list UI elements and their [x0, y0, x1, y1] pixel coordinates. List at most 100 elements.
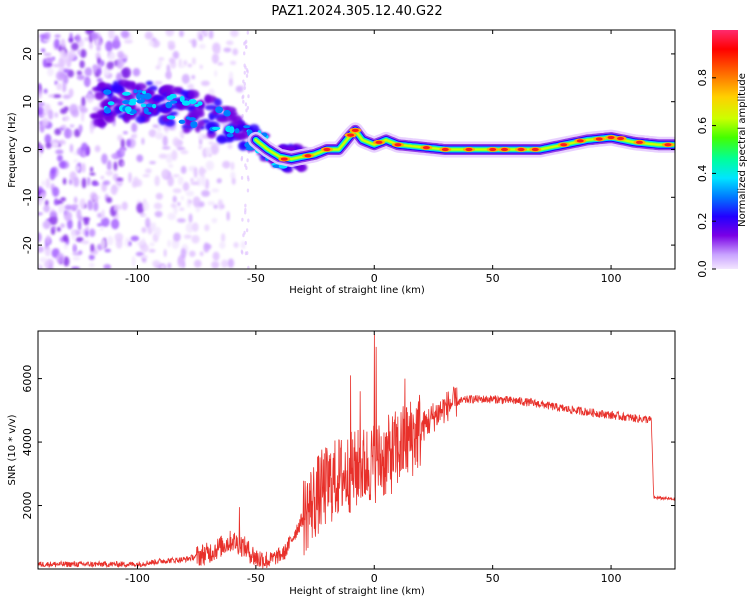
spectrogram-noise-blob: [201, 189, 211, 197]
spectrogram-noise-blob: [245, 45, 248, 50]
spectrogram-noise-blob: [199, 64, 203, 69]
spectrogram-noise-blob: [62, 177, 67, 185]
spectrogram-noise-blob: [83, 218, 90, 226]
spectrogram-noise-blob: [108, 30, 115, 40]
spectrogram-signal-core: [179, 95, 185, 103]
spectrogram-noise-blob: [72, 243, 77, 254]
spectrogram-noise-blob: [183, 234, 192, 239]
spectrogram-noise-blob: [227, 143, 233, 150]
spectrogram-noise-blob: [64, 204, 73, 211]
spectrogram-noise-blob: [120, 148, 125, 156]
spectrogram-noise-blob: [246, 188, 250, 193]
spectrogram-noise-blob: [117, 50, 124, 59]
spectrogram-noise-blob: [38, 89, 42, 99]
spectrogram-noise-blob: [85, 150, 89, 156]
spectrogram-noise-blob: [68, 37, 74, 43]
y-tick-label: 10: [21, 95, 34, 109]
spectrogram-signal-core: [133, 89, 138, 94]
spectrogram-noise-blob: [49, 211, 58, 218]
spectrogram-signal-core: [122, 99, 131, 105]
spectrogram-noise-blob: [66, 218, 73, 230]
spectrogram-noise-blob: [97, 57, 101, 64]
spectrogram-signal-blob: [192, 107, 204, 115]
spectrogram-noise-blob: [88, 262, 95, 268]
spectrogram-signal-core: [140, 98, 145, 103]
spectrogram-noise-blob: [241, 250, 244, 255]
spectrogram-noise-blob: [41, 180, 46, 187]
spectrogram-noise-blob: [63, 210, 73, 222]
spectrogram-noise-blob: [199, 33, 203, 42]
spectrogram-noise-blob: [62, 82, 67, 93]
spectrogram-noise-blob: [45, 235, 51, 245]
spectrogram-noise-blob: [64, 115, 70, 121]
spectrogram-noise-blob: [243, 85, 246, 90]
spectrogram-signal-blob: [229, 114, 237, 123]
spectrogram-signal-core: [169, 100, 176, 104]
spectrogram-noise-blob: [121, 161, 125, 167]
spectrogram-noise-blob: [219, 241, 226, 249]
spectrogram-noise-blob: [204, 178, 210, 190]
snr-x-ticks: -100 -50 0 50 100: [125, 331, 622, 585]
spectrogram-noise-blob: [106, 197, 113, 204]
spectrogram-signal-core: [234, 128, 240, 134]
spectrogram-noise-blob: [172, 174, 180, 178]
spectrogram-noise-blob: [49, 214, 58, 226]
spectrogram-hotspot: [501, 147, 509, 152]
spectrogram-noise-blob: [163, 249, 167, 258]
spectrogram-noise-blob: [200, 80, 210, 87]
spectrogram-signal-blob: [100, 99, 111, 108]
spectrogram-noise-blob: [71, 229, 76, 241]
spectrogram-signal-core: [226, 133, 234, 138]
spectrogram-signal-blob: [196, 119, 205, 128]
spectrogram-noise-blob: [211, 260, 220, 269]
spectrogram-noise-blob: [43, 58, 47, 68]
spectrogram-noise-blob: [82, 149, 86, 158]
spectrogram-hotspot: [560, 143, 568, 147]
spectrogram-noise-blob: [188, 199, 192, 204]
spectrogram-noise-blob: [145, 217, 151, 229]
spectrogram-noise-blob: [75, 165, 81, 172]
spectrogram-noise-blob: [154, 226, 162, 237]
spectrogram-noise-blob: [220, 204, 225, 209]
spectrogram-x-ticks: -100 -50 0 50 100: [125, 30, 622, 285]
spectrogram-noise-blob: [63, 52, 69, 64]
spectrogram-hotspot: [375, 140, 383, 144]
spectrogram-noise-blob: [210, 143, 219, 155]
spectrogram-noise-blob: [211, 53, 220, 64]
spectrogram-hotspot: [489, 147, 497, 152]
spectrogram-signal-blob: [169, 111, 178, 116]
spectrogram-noise-blob: [204, 147, 212, 156]
spectrogram-noise-blob: [43, 88, 48, 94]
spectrogram-hotspot: [607, 135, 615, 140]
spectrogram-noise-blob: [189, 250, 196, 257]
spectrogram-noise-blob: [246, 69, 249, 74]
spectrogram-noise-blob: [201, 175, 206, 187]
x-tick-label: -50: [247, 572, 265, 585]
spectrogram-noise-blob: [120, 68, 130, 79]
spectrogram-signal-core: [190, 121, 198, 128]
spectrogram-noise-blob: [170, 203, 177, 209]
spectrogram-noise-blob: [208, 88, 215, 98]
spectrogram-noise-blob: [62, 94, 71, 100]
spectrogram-noise-blob: [136, 202, 145, 214]
spectrogram-signal-blob: [114, 106, 121, 111]
spectrogram-signal-blob: [145, 80, 154, 86]
spectrogram-noise-blob: [167, 175, 174, 187]
spectrogram-noise-blob: [241, 95, 244, 100]
spectrogram-noise-blob: [213, 204, 218, 209]
spectrogram-noise-blob: [235, 85, 244, 93]
spectrogram-y-label: Frequency (Hz): [7, 112, 18, 188]
spectrogram-noise-blob: [187, 63, 193, 68]
spectrogram-signal-core: [165, 101, 173, 109]
spectrogram-noise-blob: [167, 212, 176, 221]
spectrogram-noise-blob: [42, 220, 51, 230]
spectrogram-noise-blob: [58, 203, 65, 214]
spectrogram-noise-blob: [198, 43, 206, 49]
spectrogram-noise-blob: [85, 92, 95, 104]
spectrogram-noise-blob: [100, 238, 107, 249]
snr-series-line: [38, 334, 675, 569]
spectrogram-noise-blob: [190, 178, 194, 183]
spectrogram-noise-blob: [54, 34, 61, 38]
spectrogram-noise-blob: [89, 123, 94, 134]
